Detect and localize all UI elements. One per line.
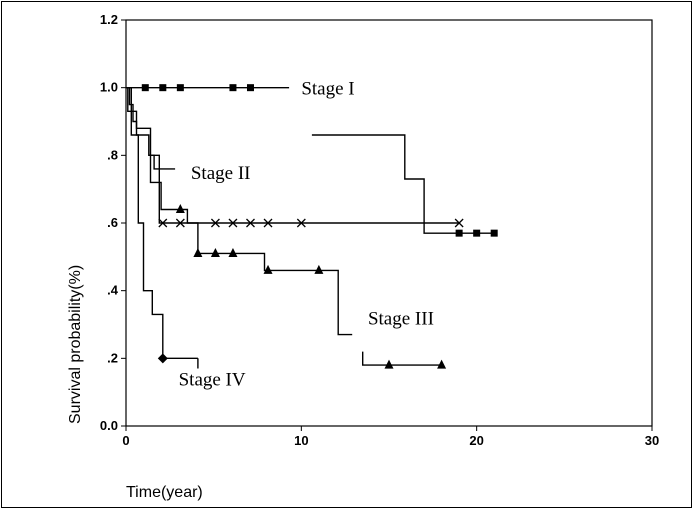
x-marker <box>228 218 238 228</box>
y-tick-label: .6 <box>107 215 118 230</box>
stage-ii-curve <box>126 86 460 224</box>
stage-ii-curve-tail <box>148 154 176 170</box>
x-tick-label: 10 <box>294 433 308 448</box>
triangle-marker <box>314 264 324 274</box>
axes: 0 10 20 30 0.0 .2 .4 .6 .8 1.0 1.2 <box>100 12 659 448</box>
stage-iv-curve <box>126 86 198 359</box>
square-marker <box>141 84 149 92</box>
y-tick-label: 1.2 <box>100 12 118 27</box>
x-tick-label: 30 <box>645 433 659 448</box>
x-tick-label: 20 <box>469 433 483 448</box>
labels: Stage I Stage II Stage III Stage IV <box>179 78 434 390</box>
square-marker <box>490 229 498 237</box>
diamond-marker <box>157 353 168 364</box>
stage-iii-label: Stage III <box>368 309 434 330</box>
y-tick-label: 1.0 <box>100 80 118 95</box>
triangle-marker <box>228 247 238 257</box>
y-tick-label: .8 <box>107 147 118 162</box>
x-marker <box>175 218 185 228</box>
x-axis-title: Time(year) <box>126 484 203 501</box>
triangle-marker <box>263 264 273 274</box>
y-tick-label: 0.0 <box>100 418 118 433</box>
y-tick-label: .2 <box>107 350 118 365</box>
square-marker <box>246 84 254 92</box>
triangle-marker <box>175 203 185 213</box>
triangle-marker <box>437 359 447 369</box>
stage-ii-label: Stage II <box>191 163 251 184</box>
x-marker <box>158 218 168 228</box>
stage-iii-curve-tail <box>362 351 442 366</box>
curves <box>126 86 495 369</box>
y-tick-label: .4 <box>107 283 119 298</box>
square-marker <box>455 229 463 237</box>
x-marker <box>454 218 464 228</box>
x-marker <box>263 218 273 228</box>
markers <box>141 84 498 369</box>
square-marker <box>473 229 481 237</box>
x-marker <box>296 218 306 228</box>
x-tick-label: 0 <box>122 433 129 448</box>
square-marker <box>176 84 184 92</box>
stage-i-label: Stage I <box>301 78 354 99</box>
square-marker <box>229 84 237 92</box>
stage-iv-label: Stage IV <box>179 369 246 390</box>
stage-i-curve-tail <box>311 134 495 234</box>
triangle-marker <box>384 359 394 369</box>
x-marker <box>246 218 255 228</box>
square-marker <box>159 84 167 92</box>
x-marker <box>210 218 220 228</box>
y-axis-title: Survival probability(%) <box>67 265 84 424</box>
triangle-marker <box>210 247 220 257</box>
triangle-marker <box>193 247 203 257</box>
